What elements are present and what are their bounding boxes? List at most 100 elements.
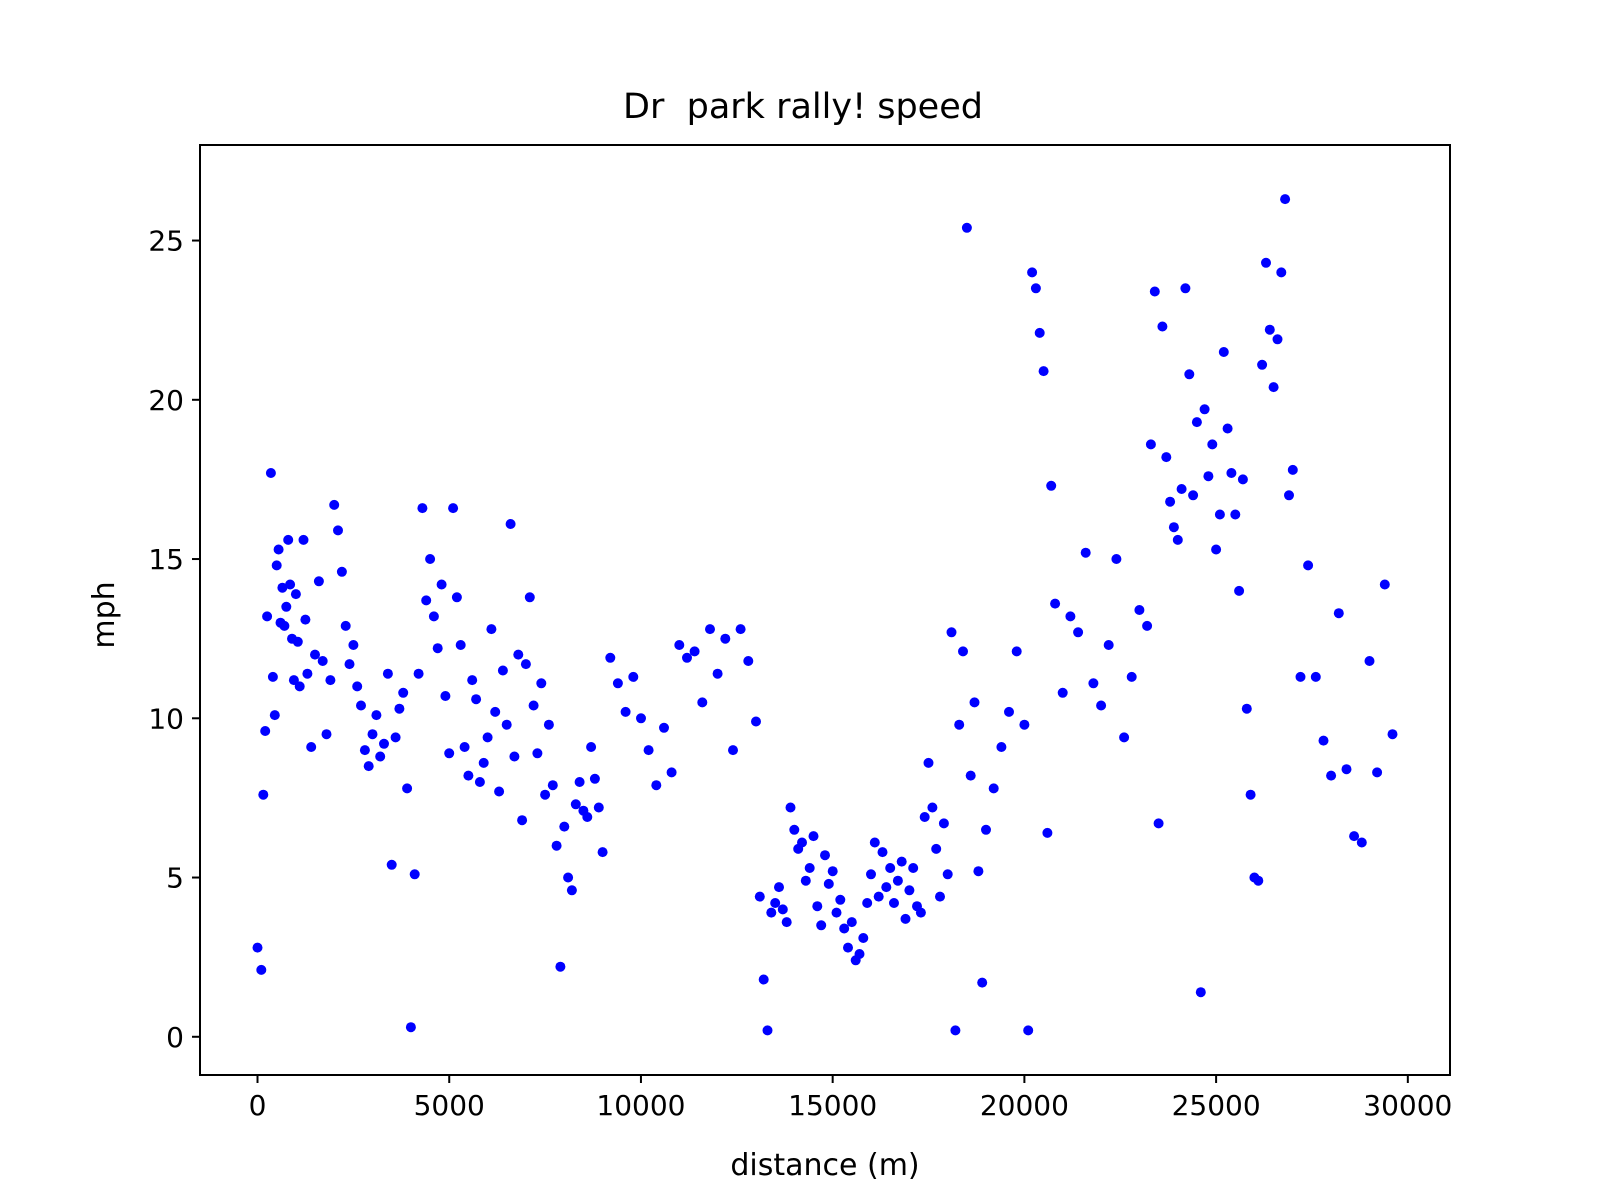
data-point: [478, 757, 489, 768]
data-point: [486, 624, 497, 635]
data-point: [946, 627, 957, 638]
data-point: [463, 770, 474, 781]
data-point: [808, 831, 819, 842]
data-point: [302, 668, 313, 679]
y-tick-label: 25: [148, 225, 184, 258]
data-point: [1149, 286, 1160, 297]
data-point: [501, 719, 512, 730]
data-point: [379, 738, 389, 749]
data-point: [812, 901, 823, 912]
data-point: [306, 742, 317, 752]
data-point: [494, 786, 505, 797]
data-point: [1237, 474, 1248, 485]
x-tick-label: 30000: [1363, 1089, 1452, 1122]
data-point: [712, 668, 723, 679]
data-point: [908, 863, 919, 873]
data-point: [359, 745, 370, 756]
data-point: [260, 726, 271, 736]
data-point: [1119, 732, 1130, 743]
data-point: [823, 878, 834, 889]
data-point: [421, 595, 432, 606]
data-point: [659, 722, 669, 733]
data-point: [1264, 324, 1275, 335]
y-axis-label: mph: [87, 581, 122, 648]
data-point: [885, 863, 896, 873]
data-point: [762, 1025, 773, 1036]
data-point: [1019, 719, 1030, 730]
data-point: [317, 656, 328, 666]
data-point: [532, 748, 543, 759]
data-point: [256, 964, 267, 975]
y-tick-label: 5: [166, 862, 184, 895]
data-point: [620, 706, 631, 717]
data-point: [1153, 818, 1164, 829]
data-point: [417, 503, 428, 514]
data-point: [1261, 257, 1271, 268]
data-point: [497, 665, 508, 676]
data-point: [1161, 452, 1172, 463]
data-point: [509, 751, 520, 762]
data-point: [1276, 267, 1287, 278]
data-point: [1027, 267, 1038, 278]
data-point: [1245, 789, 1256, 800]
data-point: [900, 913, 911, 924]
data-point: [1126, 671, 1137, 682]
data-point: [643, 745, 654, 756]
data-point: [1234, 585, 1245, 596]
data-point: [398, 687, 409, 698]
data-point: [881, 882, 892, 893]
data-point: [451, 592, 462, 603]
data-point: [1011, 646, 1022, 657]
data-point: [977, 977, 988, 988]
data-point: [720, 633, 731, 644]
data-point: [436, 579, 447, 590]
data-point: [1222, 423, 1233, 434]
data-point: [869, 837, 880, 848]
data-point: [1050, 598, 1061, 609]
data-point: [785, 802, 796, 813]
data-point: [459, 742, 470, 752]
data-point: [651, 780, 662, 791]
data-point: [440, 691, 451, 701]
data-point: [942, 869, 953, 880]
data-point: [927, 802, 938, 813]
data-point: [862, 898, 873, 908]
data-point: [444, 748, 455, 759]
data-point: [382, 668, 393, 679]
data-point: [283, 534, 294, 545]
data-point: [981, 824, 991, 835]
data-point: [367, 729, 378, 740]
data-point: [973, 866, 984, 877]
data-point: [846, 917, 857, 928]
data-point: [689, 646, 700, 657]
data-point: [1023, 1025, 1034, 1036]
data-point: [375, 751, 386, 762]
y-tick-label: 0: [166, 1021, 184, 1054]
data-point: [563, 872, 574, 883]
data-point: [448, 503, 459, 514]
data-point: [271, 560, 282, 571]
data-point: [536, 678, 547, 689]
data-point: [520, 659, 531, 670]
data-point: [839, 923, 850, 934]
data-point: [300, 614, 311, 625]
data-point: [1195, 987, 1206, 998]
data-point: [513, 649, 524, 660]
data-point: [586, 742, 597, 752]
data-point: [789, 824, 800, 835]
data-point: [950, 1025, 961, 1036]
data-point: [474, 777, 485, 787]
data-point: [409, 869, 420, 880]
data-point: [294, 681, 305, 692]
data-point: [1349, 831, 1360, 842]
data-point: [697, 697, 708, 708]
data-point: [954, 719, 965, 730]
data-point: [1326, 770, 1337, 781]
data-point: [1203, 471, 1214, 482]
data-point: [889, 898, 899, 908]
data-point: [589, 773, 600, 784]
data-point: [1176, 484, 1187, 494]
data-point: [336, 566, 347, 577]
data-point: [570, 799, 581, 810]
data-point: [1387, 729, 1398, 740]
